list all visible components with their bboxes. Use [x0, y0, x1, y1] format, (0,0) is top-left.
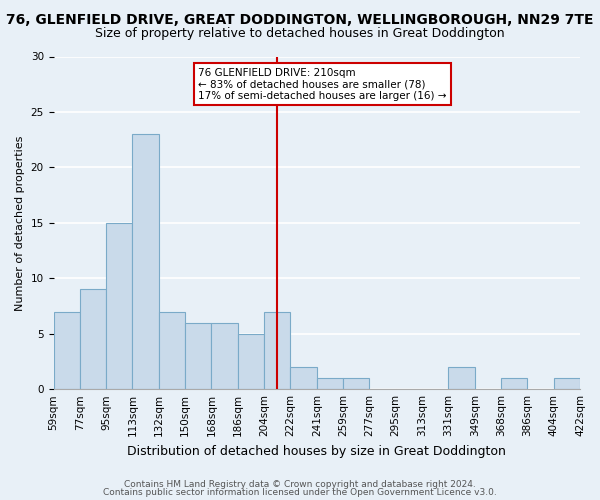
Bar: [290, 367, 317, 389]
Bar: [343, 378, 370, 389]
X-axis label: Distribution of detached houses by size in Great Doddington: Distribution of detached houses by size …: [127, 444, 506, 458]
Bar: [501, 378, 527, 389]
Bar: [238, 334, 264, 389]
Bar: [106, 223, 133, 389]
Text: 76, GLENFIELD DRIVE, GREAT DODDINGTON, WELLINGBOROUGH, NN29 7TE: 76, GLENFIELD DRIVE, GREAT DODDINGTON, W…: [6, 12, 594, 26]
Bar: [448, 367, 475, 389]
Text: Contains HM Land Registry data © Crown copyright and database right 2024.: Contains HM Land Registry data © Crown c…: [124, 480, 476, 489]
Bar: [185, 322, 211, 389]
Bar: [53, 312, 80, 389]
Bar: [80, 290, 106, 389]
Bar: [264, 312, 290, 389]
Text: Contains public sector information licensed under the Open Government Licence v3: Contains public sector information licen…: [103, 488, 497, 497]
Bar: [317, 378, 343, 389]
Bar: [133, 134, 159, 389]
Y-axis label: Number of detached properties: Number of detached properties: [15, 135, 25, 310]
Text: Size of property relative to detached houses in Great Doddington: Size of property relative to detached ho…: [95, 28, 505, 40]
Bar: [211, 322, 238, 389]
Bar: [554, 378, 580, 389]
Text: 76 GLENFIELD DRIVE: 210sqm
← 83% of detached houses are smaller (78)
17% of semi: 76 GLENFIELD DRIVE: 210sqm ← 83% of deta…: [199, 68, 447, 101]
Bar: [159, 312, 185, 389]
